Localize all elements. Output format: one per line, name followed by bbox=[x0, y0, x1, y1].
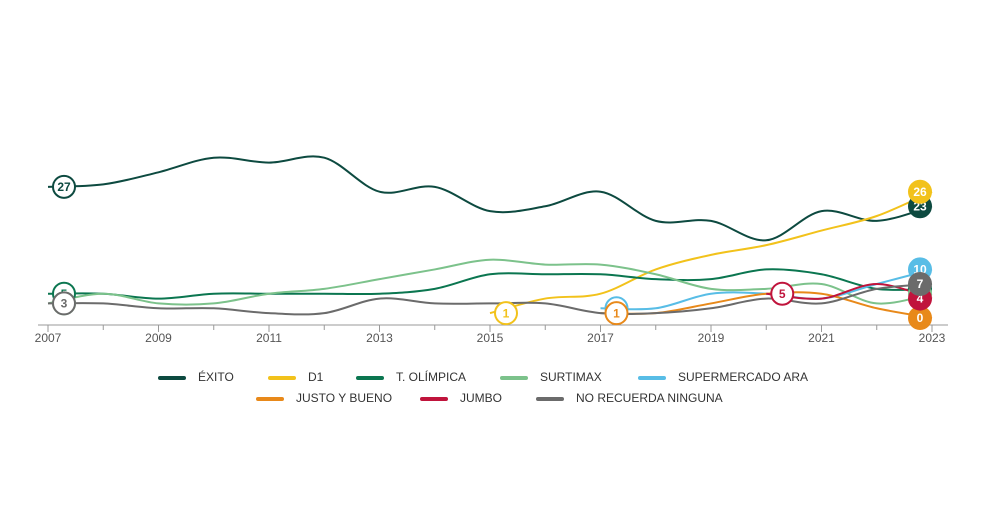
x-tick-label: 2011 bbox=[256, 331, 282, 345]
point-label: 0 bbox=[917, 311, 924, 325]
x-tick-label: 2015 bbox=[477, 331, 504, 345]
point-label-badge bbox=[770, 281, 795, 306]
point-label: 27 bbox=[57, 180, 71, 194]
point-label: 1 bbox=[613, 306, 620, 320]
x-tick-label: 2021 bbox=[808, 331, 835, 345]
x-tick-label: 2017 bbox=[587, 331, 614, 345]
line-series bbox=[489, 190, 933, 315]
x-tick-label: 2009 bbox=[145, 331, 172, 345]
point-label-badge bbox=[52, 174, 76, 199]
x-tick-label: 2023 bbox=[919, 331, 946, 345]
point-label-badge bbox=[908, 179, 932, 204]
x-tick-label: 2019 bbox=[698, 331, 725, 345]
point-label: 1 bbox=[503, 306, 510, 320]
legend-label: JUMBO bbox=[460, 391, 502, 405]
legend-label: ÉXITO bbox=[198, 369, 234, 384]
x-tick-label: 2013 bbox=[366, 331, 393, 345]
point-label-badge bbox=[908, 272, 932, 296]
point-label: 5 bbox=[779, 287, 786, 301]
point-label: 3 bbox=[61, 297, 68, 311]
line-series bbox=[47, 283, 933, 316]
legend-label: SUPERMERCADO ARA bbox=[678, 370, 808, 384]
legend-label: SURTIMAX bbox=[540, 370, 602, 384]
x-tick-label: 2007 bbox=[35, 331, 62, 345]
point-label: 26 bbox=[913, 185, 927, 199]
point-label-badge bbox=[604, 301, 629, 326]
point-label: 7 bbox=[917, 277, 924, 291]
line-series bbox=[47, 268, 933, 300]
point-label-badge bbox=[494, 301, 518, 326]
legend-label: JUSTO Y BUENO bbox=[296, 391, 392, 405]
point-label-badge bbox=[52, 291, 76, 316]
point-label: 4 bbox=[917, 292, 924, 306]
legend-label: D1 bbox=[308, 370, 324, 384]
legend-label: NO RECUERDA NINGUNA bbox=[576, 391, 723, 405]
line-series bbox=[47, 155, 933, 242]
legend-label: T. OLÍMPICA bbox=[396, 369, 466, 384]
